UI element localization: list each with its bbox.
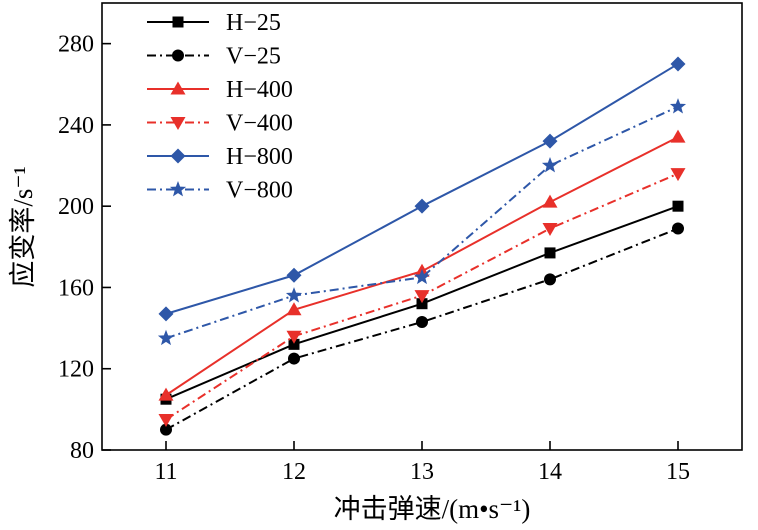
data-point <box>288 338 300 350</box>
data-point <box>170 148 186 164</box>
legend-item: H−800 <box>147 144 293 170</box>
data-point <box>544 273 556 286</box>
y-tick-label: 120 <box>58 357 94 383</box>
data-point <box>172 16 184 28</box>
data-point <box>288 352 300 365</box>
x-tick-label: 14 <box>538 459 562 485</box>
legend-item: H−25 <box>147 10 281 36</box>
data-point <box>542 223 558 237</box>
data-point <box>157 329 175 346</box>
data-point <box>414 198 430 214</box>
data-point <box>413 268 431 285</box>
data-point <box>541 157 559 173</box>
data-point <box>544 247 556 259</box>
data-point <box>286 267 302 283</box>
series-line <box>165 105 679 340</box>
data-point <box>416 315 428 328</box>
legend-item: H−400 <box>147 77 293 103</box>
data-point <box>172 49 184 62</box>
series-layer <box>157 56 687 436</box>
legend-label: V−400 <box>226 111 293 137</box>
series-v-400 <box>158 168 686 428</box>
data-point <box>670 129 686 143</box>
series-v-800 <box>157 98 687 346</box>
data-point <box>170 117 186 130</box>
x-tick-label: 15 <box>666 459 690 485</box>
data-point <box>414 290 430 304</box>
y-tick-label: 280 <box>58 32 94 58</box>
y-tick-label: 160 <box>58 275 94 301</box>
data-point <box>670 56 686 72</box>
data-point <box>286 330 302 344</box>
x-axis-title: 冲击弹速/(m•s⁻¹) <box>334 494 531 524</box>
data-point <box>672 200 684 212</box>
data-point <box>672 222 684 235</box>
data-point <box>158 387 174 401</box>
data-point <box>542 194 558 208</box>
data-point <box>160 423 172 436</box>
legend-item: V−25 <box>147 44 281 70</box>
series-h-800 <box>158 56 686 322</box>
legend-item: V−800 <box>147 178 293 204</box>
data-point <box>158 306 174 322</box>
legend-label: V−25 <box>226 44 281 70</box>
axis-ticks: 11 12 13 14 15 80 120 160 200 240 280 <box>58 32 690 485</box>
series-line <box>165 227 679 431</box>
x-tick-label: 12 <box>282 459 306 485</box>
legend: H−25 V−25 H−400 V−400 H−800 V−800 <box>147 10 293 204</box>
data-point <box>170 81 186 95</box>
series-h-400 <box>158 129 686 401</box>
y-tick-label: 240 <box>58 113 94 139</box>
legend-label: V−800 <box>226 178 293 204</box>
data-point <box>670 168 686 182</box>
series-v-25 <box>160 222 684 436</box>
x-tick-label: 13 <box>410 459 434 485</box>
data-point <box>169 181 187 197</box>
data-point <box>542 133 558 149</box>
legend-label: H−25 <box>226 10 281 36</box>
x-tick-label: 11 <box>154 459 177 485</box>
data-point <box>416 298 428 310</box>
legend-label: H−800 <box>226 144 293 170</box>
plot-frame <box>101 2 743 451</box>
y-tick-label: 80 <box>70 438 94 464</box>
legend-label: H−400 <box>226 77 293 103</box>
data-point <box>669 98 687 114</box>
data-point <box>158 414 174 428</box>
data-point <box>286 302 302 316</box>
y-axis-title: 应变率/s⁻¹ <box>8 166 38 287</box>
y-tick-label: 200 <box>58 194 94 220</box>
legend-item: V−400 <box>147 111 293 137</box>
data-point <box>285 287 303 303</box>
